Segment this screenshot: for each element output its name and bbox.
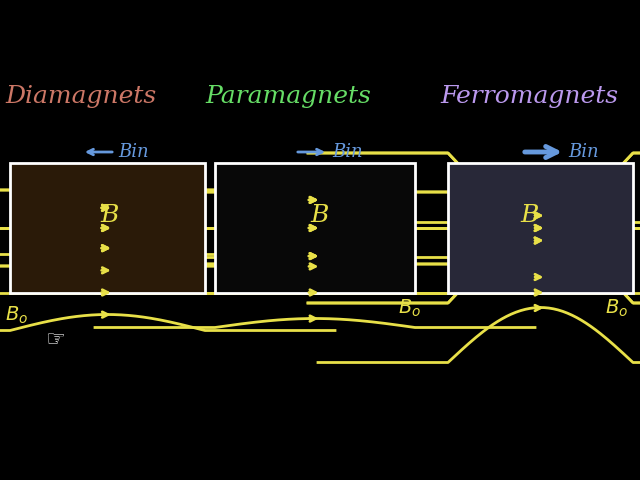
Text: $B_o$: $B_o$: [5, 305, 28, 326]
Text: B: B: [521, 204, 539, 227]
Text: Ferromagnets: Ferromagnets: [440, 85, 618, 108]
Text: $B_o$: $B_o$: [398, 298, 421, 319]
Bar: [215, 163, 415, 293]
Bar: [448, 163, 633, 293]
Text: B: B: [311, 204, 329, 227]
Text: Bin: Bin: [118, 143, 148, 161]
Text: Paramagnets: Paramagnets: [205, 85, 371, 108]
Text: B: B: [101, 204, 119, 227]
Text: ☞: ☞: [45, 330, 65, 350]
Text: $B_o$: $B_o$: [605, 298, 628, 319]
Text: Bin: Bin: [332, 143, 363, 161]
Text: Bin: Bin: [568, 143, 598, 161]
Text: Diamagnets: Diamagnets: [5, 85, 156, 108]
Bar: [10, 163, 205, 293]
